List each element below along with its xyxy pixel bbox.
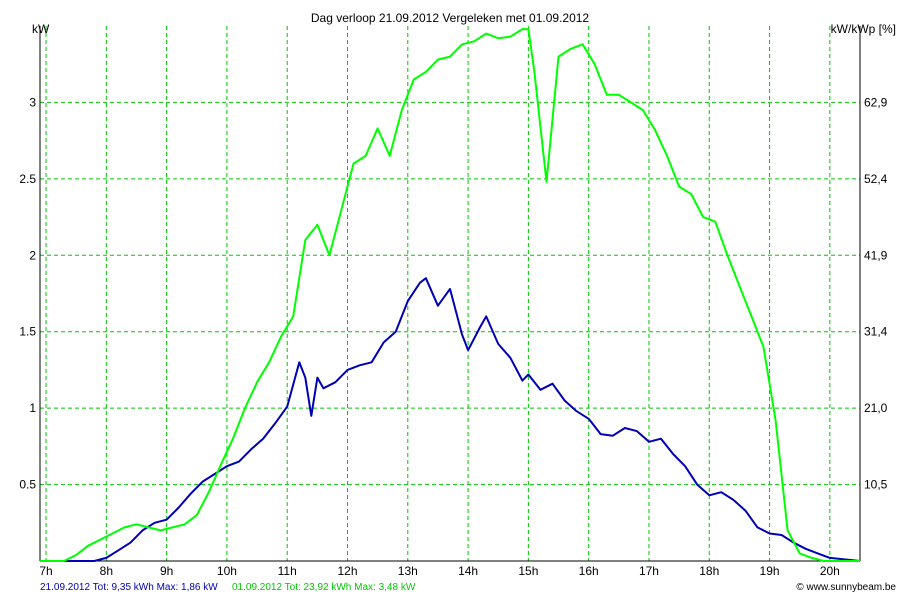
chart-title: Dag verloop 21.09.2012 Vergeleken met 01… (311, 11, 590, 25)
y2-tick-label: 62,9 (864, 95, 888, 109)
axes (39, 26, 861, 562)
x-tick-label: 15h (518, 564, 538, 578)
x-tick-label: 19h (760, 564, 780, 578)
y-tick-label: 1 (29, 401, 36, 415)
footer-credit: © www.sunnybeam.be (796, 582, 896, 593)
series-lines (40, 28, 861, 562)
y2-tick-label: 21,0 (864, 401, 888, 415)
series-line-1 (40, 277, 861, 562)
y2-axis-label: kW/kWp [%] (831, 22, 896, 36)
x-tick-label: 10h (217, 564, 237, 578)
tick-labels: 7h 8h 9h 10h 11h 12h 13h 14h 15h 16h 17h 18h 19h 20h 0… (19, 95, 887, 578)
y-axis-label: kW (32, 22, 50, 36)
y-tick-label: 0.5 (19, 478, 36, 492)
gridlines (40, 26, 860, 561)
series-line-2 (40, 28, 860, 562)
x-tick-label: 16h (579, 564, 599, 578)
x-tick-label: 11h (278, 564, 297, 578)
x-tick-label: 14h (458, 564, 478, 578)
y2-tick-label: 10,5 (864, 478, 888, 492)
y2-tick-label: 31,4 (864, 325, 888, 339)
x-tick-label: 20h (820, 564, 840, 578)
x-tick-label: 8h (100, 564, 113, 578)
x-tick-label: 17h (639, 564, 659, 578)
y2-tick-label: 41,9 (864, 248, 888, 262)
y-tick-label: 2.5 (19, 172, 36, 186)
y-tick-label: 2 (29, 248, 36, 262)
footer-series1: 21.09.2012 Tot: 9,35 kWh Max: 1,86 kW (40, 582, 218, 593)
x-tick-label: 9h (160, 564, 173, 578)
y2-tick-label: 52,4 (864, 172, 888, 186)
x-tick-label: 12h (337, 564, 357, 578)
x-tick-label: 13h (398, 564, 418, 578)
x-tick-label: 18h (699, 564, 719, 578)
y-tick-label: 1.5 (19, 325, 36, 339)
y-tick-label: 3 (29, 95, 36, 109)
plot-background (40, 26, 860, 561)
x-tick-label: 7h (39, 564, 52, 578)
footer-series2: 01.09.2012 Tot: 23,92 kWh Max: 3,48 kW (232, 582, 416, 593)
